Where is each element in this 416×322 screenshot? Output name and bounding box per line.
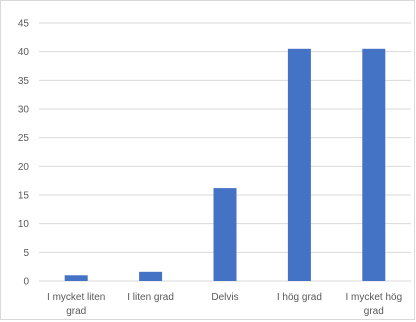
gridlines: [39, 22, 411, 282]
y-tick-label: 30: [18, 105, 30, 116]
x-tick-label: I mycket liten: [47, 292, 105, 303]
x-tick-label: grad: [364, 306, 384, 317]
bars: [64, 48, 386, 281]
bar: [64, 275, 88, 281]
bar: [362, 48, 386, 281]
x-axis-labels: I mycket liten grad I liten grad Delvis I hö…: [47, 292, 402, 317]
y-axis-ticks: 0 5 10 15 20 25 30 35 40 45: [18, 19, 30, 288]
y-tick-label: 20: [18, 162, 30, 173]
y-tick-label: 35: [18, 76, 30, 87]
y-tick-label: 0: [23, 277, 29, 288]
y-tick-label: 45: [18, 19, 30, 30]
x-tick-label: grad: [66, 306, 86, 317]
x-tick-label: I hög grad: [277, 292, 322, 303]
bar: [139, 271, 163, 281]
y-tick-label: 5: [23, 248, 29, 259]
y-tick-label: 25: [18, 133, 30, 144]
x-tick-label: I mycket hög: [345, 292, 402, 303]
bar: [287, 48, 311, 281]
y-tick-label: 10: [18, 219, 30, 230]
x-tick-label: Delvis: [211, 292, 238, 303]
x-tick-label: I liten grad: [127, 292, 174, 303]
y-tick-label: 40: [18, 47, 30, 58]
bar: [213, 188, 237, 281]
y-tick-label: 15: [18, 191, 30, 202]
